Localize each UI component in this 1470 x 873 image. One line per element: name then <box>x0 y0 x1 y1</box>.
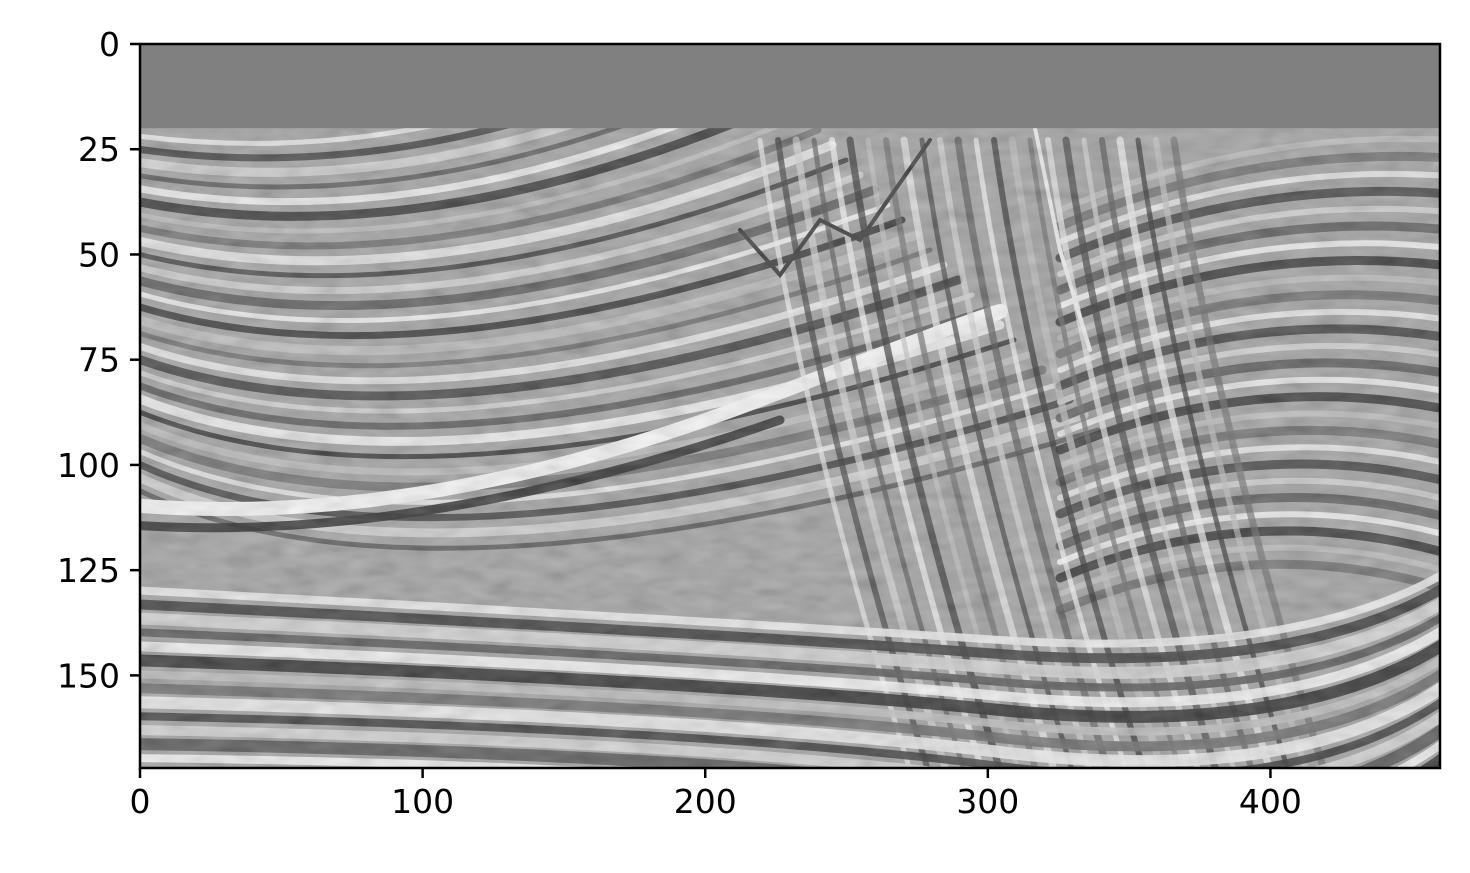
noise-texture <box>140 128 1440 768</box>
x-tick-label: 0 <box>130 782 151 821</box>
y-axis: 0 25 50 75 100 125 150 <box>57 25 140 695</box>
y-tick-label: 75 <box>78 341 120 380</box>
y-tick-label: 25 <box>78 130 120 169</box>
y-tick-label: 100 <box>57 446 120 485</box>
plot-area <box>140 44 1440 768</box>
y-tick-label: 125 <box>57 551 120 590</box>
x-tick-label: 300 <box>956 782 1019 821</box>
y-tick-label: 0 <box>99 25 120 64</box>
y-tick-label: 50 <box>78 235 120 274</box>
x-tick-label: 100 <box>391 782 454 821</box>
y-tick-label: 150 <box>57 656 120 695</box>
plot-frame <box>138 42 1442 770</box>
x-tick-label: 200 <box>674 782 737 821</box>
x-axis: 0 100 200 300 400 <box>130 768 1302 821</box>
masked-band <box>140 44 1440 129</box>
x-tick-label: 400 <box>1239 782 1302 821</box>
